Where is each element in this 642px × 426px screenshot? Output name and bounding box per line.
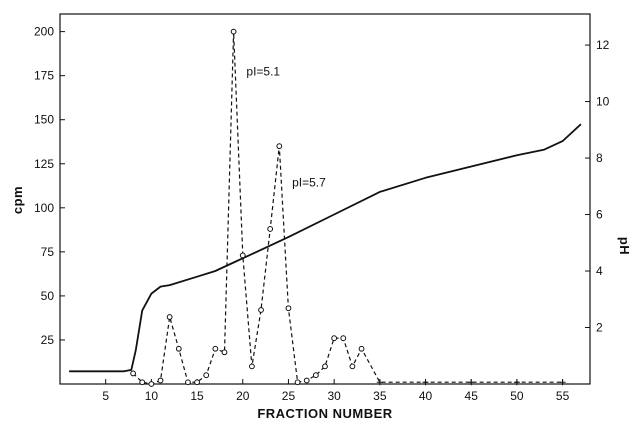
ph-curve xyxy=(69,123,582,373)
cpm-point xyxy=(148,381,155,387)
x-tick-label: 35 xyxy=(373,389,387,403)
y-tick-label: 25 xyxy=(41,333,55,347)
x-tick-label: 40 xyxy=(419,389,433,403)
y-tick-label: 200 xyxy=(34,25,54,39)
x-tick-label: 20 xyxy=(236,389,250,403)
y-axis-right: 2 4 6 8 10 12 xyxy=(585,38,610,335)
x-axis-title: FRACTION NUMBER xyxy=(257,406,392,421)
y-tick-label: 100 xyxy=(34,201,54,215)
pi-annotation: pI=5.1 xyxy=(246,65,280,79)
cpm-point xyxy=(194,379,200,386)
cpm-point xyxy=(267,226,274,232)
annotation-layer: pI=5.1 pI=5.7 xyxy=(246,65,326,190)
cpm-point xyxy=(175,345,182,352)
cpm-point xyxy=(185,379,191,386)
cpm-point xyxy=(312,372,319,379)
cpm-point xyxy=(376,379,383,386)
y-tick-label: 125 xyxy=(34,157,54,171)
cpm-point xyxy=(230,28,237,35)
cpm-point xyxy=(239,252,246,259)
cpm-point xyxy=(157,377,164,384)
cpm-point xyxy=(248,363,255,370)
cpm-point xyxy=(212,345,219,352)
y-axis-left: 25 50 75 100 125 150 175 200 xyxy=(34,25,65,347)
y2-axis-title: pH xyxy=(617,237,632,255)
pi-annotation: pI=5.7 xyxy=(292,176,326,190)
y2-tick-label: 8 xyxy=(596,151,603,165)
cpm-point xyxy=(513,379,520,386)
cpm-point xyxy=(349,363,356,370)
cpm-point xyxy=(322,363,328,370)
y-tick-label: 150 xyxy=(34,113,54,127)
x-tick-label: 25 xyxy=(282,389,296,403)
cpm-point xyxy=(559,379,566,386)
y2-tick-label: 12 xyxy=(596,38,610,52)
x-axis: 5 10 15 20 25 30 35 40 45 50 55 xyxy=(102,379,570,403)
cpm-point xyxy=(358,345,365,352)
y-tick-label: 75 xyxy=(41,245,55,259)
x-tick-label: 10 xyxy=(145,389,159,403)
x-tick-label: 50 xyxy=(510,389,524,403)
cpm-point xyxy=(340,335,347,342)
cpm-point xyxy=(221,349,228,356)
plot-frame xyxy=(59,13,591,385)
cpm-point xyxy=(130,370,137,377)
x-tick-label: 15 xyxy=(190,389,204,403)
y2-tick-label: 6 xyxy=(596,208,603,222)
cpm-point xyxy=(303,377,310,384)
cpm-point xyxy=(276,143,283,150)
y-axis-title: cpm xyxy=(10,186,25,214)
cpm-point xyxy=(294,379,301,386)
cpm-point xyxy=(139,379,146,386)
x-tick-label: 30 xyxy=(327,389,341,403)
y2-tick-label: 10 xyxy=(596,95,610,109)
x-tick-label: 5 xyxy=(102,389,109,403)
series-layer xyxy=(69,28,582,387)
y-tick-label: 50 xyxy=(41,289,55,303)
cpm-point xyxy=(468,379,475,386)
y2-tick-label: 4 xyxy=(596,264,603,278)
cpm-point xyxy=(166,314,173,320)
x-tick-label: 45 xyxy=(465,389,479,403)
cpm-point xyxy=(203,372,210,379)
y-tick-label: 175 xyxy=(34,69,54,83)
cpm-point xyxy=(285,305,292,312)
cpm-point xyxy=(422,379,429,386)
cpm-point xyxy=(258,307,264,313)
y2-tick-label: 2 xyxy=(596,321,603,335)
cpm-point xyxy=(331,335,338,342)
x-tick-label: 55 xyxy=(556,389,570,403)
